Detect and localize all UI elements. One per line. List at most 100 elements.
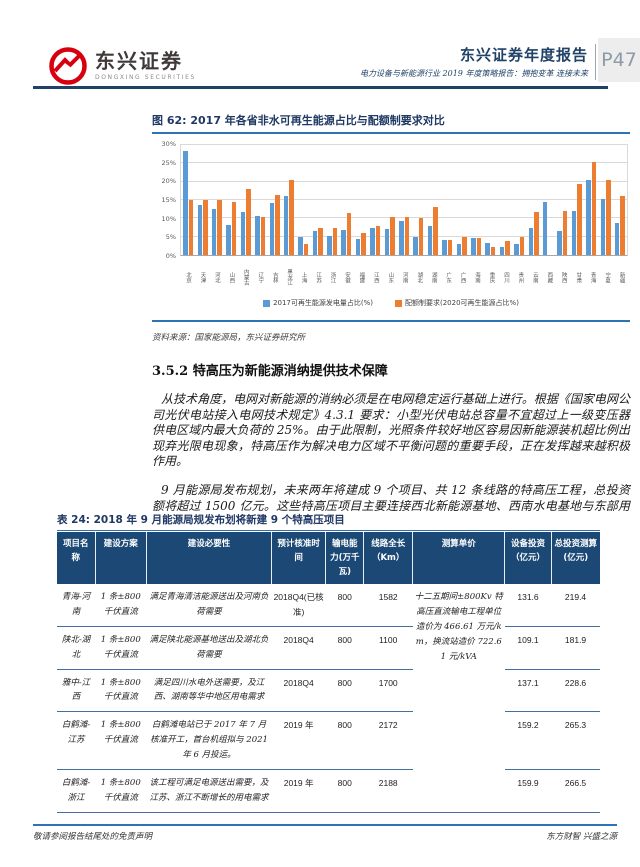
x-tick-label: 辽宁 (257, 271, 264, 283)
figure-title: 图 62: 2017 年各省非水可再生能源占比与配额制要求对比 (152, 112, 630, 134)
logo-text: 东兴证券 DONGXING SECURITIES (95, 51, 196, 81)
table-cell: 2019 年 (271, 711, 326, 770)
bar (606, 180, 611, 255)
table-header-row: 项目名称 建设方案 建设必要性 预计核准时间 输电能力(万千瓦) 线路全长（Km） 测算单价… (57, 532, 600, 585)
bar (562, 211, 568, 255)
bar (283, 196, 289, 255)
bar (418, 218, 424, 255)
bar-group (267, 145, 281, 255)
table-cell: 陕北-湖北 (57, 626, 95, 670)
bar (471, 237, 476, 255)
x-tick-label: 河北 (213, 271, 220, 283)
bar (399, 221, 404, 255)
legend-swatch-icon (395, 299, 402, 307)
table-cell: 1100 (363, 626, 413, 670)
table-cell: 219.4 (551, 584, 600, 627)
table-header-cell: 输电能力(万千瓦) (325, 532, 364, 585)
table-header-cell: 设备投资（亿元） (504, 532, 552, 585)
x-tick-label: 贵州 (517, 271, 524, 283)
bar (384, 228, 390, 255)
table-cell: 2018Q4 (271, 669, 326, 713)
table-cell: 2019 年 (271, 769, 326, 813)
table-cell: 228.6 (551, 669, 600, 713)
bar (289, 179, 294, 255)
bar (505, 241, 510, 255)
table-cell: 1700 (363, 669, 413, 713)
uhv-projects-table: 项目名称 建设方案 建设必要性 预计核准时间 输电能力(万千瓦) 线路全长（Km） 测算单价… (57, 532, 600, 813)
logo-cn-text: 东兴证券 (95, 49, 183, 73)
section-heading: 3.5.2 特高压为新能源消纳提供技术保障 (152, 364, 388, 379)
bar (183, 150, 188, 255)
legend-label: 2017可再生能源发电量占比(%) (273, 299, 373, 307)
bar (427, 225, 433, 255)
bar-group (584, 145, 598, 255)
bar (476, 237, 481, 255)
y-tick-label: 5% (165, 233, 176, 242)
bar (246, 189, 251, 255)
x-tick-label: 河南 (401, 271, 408, 283)
bar (390, 216, 395, 255)
x-tick-label: 甘肃 (575, 271, 582, 283)
dongxing-logo-icon (49, 47, 87, 85)
bar (557, 231, 562, 255)
dongxing-logo: 东兴证券 DONGXING SECURITIES (48, 46, 196, 86)
table-cell: 1 条±800千伏直流 (95, 669, 147, 713)
bar (413, 237, 418, 255)
table-cell: 800 (325, 626, 364, 670)
bar (485, 242, 490, 255)
footer-rule (33, 824, 617, 826)
bar-group (382, 145, 396, 255)
table-cell: 1 条±800千伏直流 (95, 584, 147, 627)
table-cell: 2172 (363, 711, 413, 770)
bar (312, 231, 318, 255)
bar (197, 204, 203, 255)
figure-bottom-rule (152, 320, 630, 322)
table-row: 青海-河南 1 条±800千伏直流 满足青海清洁能源送出及河南负荷需要 2018Q4(… (57, 584, 600, 813)
table-cell: 2018Q4 (271, 626, 326, 670)
bar (447, 239, 453, 255)
x-tick-label: 四川 (502, 271, 509, 283)
table-block: 表 24: 2018 年 9 月能源局规发布划将新建 9 个特高压项目 项目名称… (57, 512, 600, 813)
bar (361, 233, 366, 255)
table-cell: 109.1 (504, 626, 552, 670)
bar-group (253, 145, 267, 255)
bar (404, 216, 410, 255)
bar (462, 236, 467, 255)
table-cell: 满足四川水电外送需要，及江西、湖南等华中地区用电需求 (146, 669, 272, 713)
bar-group (239, 145, 253, 255)
bar (303, 244, 309, 255)
bar-group (570, 145, 584, 255)
bar (203, 200, 208, 255)
table-cell: 青海-河南 (57, 584, 95, 627)
x-tick-label: 广西 (459, 271, 466, 283)
bar-group (181, 145, 195, 255)
x-tick-label: 天津 (199, 271, 206, 283)
report-title: 东兴证券年度报告 (459, 46, 588, 64)
bar (211, 209, 217, 255)
chart-x-axis: 北京 天津 河北 山西 内蒙古 辽宁 吉林 黑龙江 上海 江苏 浙江 安徽 福建 江西 山东 河南 湖北 湖南 广东… (180, 260, 628, 294)
table-header-cell: 线路全长（Km） (363, 532, 413, 585)
x-tick-label: 重庆 (488, 271, 495, 283)
table-row: 白鹤滩-江苏 1 条±800千伏直流 白鹤滩电站已于 2017 年 7 月核准开工，… (57, 711, 600, 770)
bar (519, 236, 525, 255)
x-tick-label: 山东 (387, 271, 394, 283)
chart-gridline (181, 144, 627, 145)
x-tick-label: 广东 (445, 271, 452, 283)
x-tick-label: 浙江 (329, 271, 336, 283)
bar-group (440, 145, 454, 255)
x-tick-label: 吉林 (271, 271, 278, 283)
bar-group (397, 145, 411, 255)
table-cell: 131.6 (504, 584, 552, 627)
table-cell: 该工程可满足电源送出需要，及江苏、浙江不断增长的用电需求 (146, 769, 272, 813)
table-header-cell: 建设必要性 (146, 532, 272, 585)
bar (499, 247, 505, 255)
table-cell: 137.1 (504, 669, 552, 713)
chart-gridline (181, 199, 627, 200)
bar-group (598, 145, 612, 255)
footer-disclaimer: 敬请参阅报告结尾处的免责声明 (33, 832, 153, 842)
bar-group (339, 145, 353, 255)
bar-group (454, 145, 468, 255)
table-cell: 满足陕北能源基地送出及湖北负荷需要 (146, 626, 272, 670)
bar (442, 239, 447, 255)
table-header-cell: 总投资测算(亿元) (550, 532, 600, 585)
